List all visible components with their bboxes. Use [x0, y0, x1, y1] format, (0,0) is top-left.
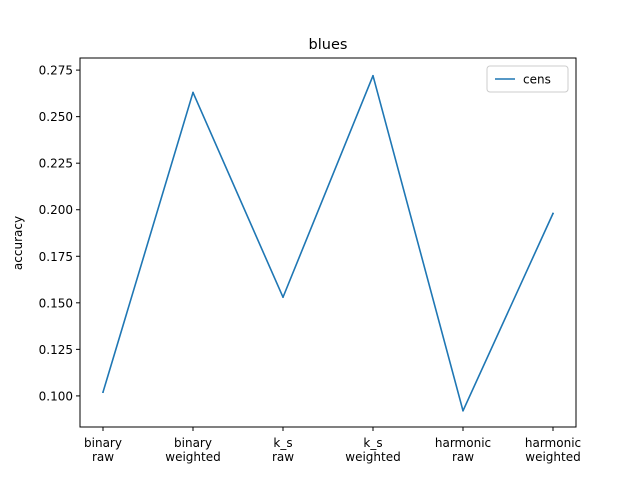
x-tick-label: k_s raw [272, 436, 294, 464]
y-tick-label: 0.250 [39, 110, 73, 124]
x-tick-label-line: harmonic [525, 436, 581, 450]
x-tick-label-line: binary [174, 436, 212, 450]
legend: cens [486, 65, 569, 93]
chart-title: blues [309, 37, 348, 53]
data-point [192, 91, 194, 94]
x-tick-label-line: harmonic [435, 436, 491, 450]
series-line-cens [102, 74, 555, 412]
data-point [462, 410, 464, 412]
x-tick-label: harmonic raw [435, 436, 491, 464]
y-tick-label: 0.100 [39, 389, 73, 403]
y-tick-label: 0.150 [39, 296, 73, 310]
data-point [282, 296, 284, 299]
y-tick-label: 0.125 [39, 343, 73, 357]
x-tick-label-line: weighted [165, 450, 220, 464]
x-tick-label-line: raw [92, 450, 114, 464]
x-tick-label-line: binary [84, 436, 122, 450]
x-tick-label-line: raw [452, 450, 474, 464]
x-tick-label-line: raw [272, 450, 294, 464]
x-tick-label: binary raw [84, 436, 122, 464]
y-tick-label: 0.200 [39, 203, 73, 217]
legend-box [486, 65, 569, 93]
y-tick-label: 0.175 [39, 250, 73, 264]
x-tick-label-line: weighted [345, 450, 400, 464]
x-tick-label-line: k_s [363, 436, 382, 450]
x-tick-label: harmonic weighted [525, 436, 581, 464]
x-tick-label-line: weighted [525, 450, 580, 464]
data-point [552, 212, 554, 215]
legend-label: cens [523, 73, 551, 87]
y-tick-label: 0.275 [39, 64, 73, 78]
x-tick-label: k_s weighted [345, 436, 400, 464]
series-layer [102, 74, 555, 412]
plot-area-frame [79, 57, 577, 428]
x-tick-label: binary weighted [165, 436, 220, 464]
x-tick-label-line: k_s [273, 436, 292, 450]
data-point [102, 391, 104, 393]
y-tick-label: 0.225 [39, 157, 73, 171]
y-axis-label: accuracy [11, 216, 25, 270]
data-point [372, 74, 374, 77]
y-axis-ticks: 0.100 0.125 0.150 0.175 0.200 0.225 0.250 0.275 [39, 64, 80, 403]
